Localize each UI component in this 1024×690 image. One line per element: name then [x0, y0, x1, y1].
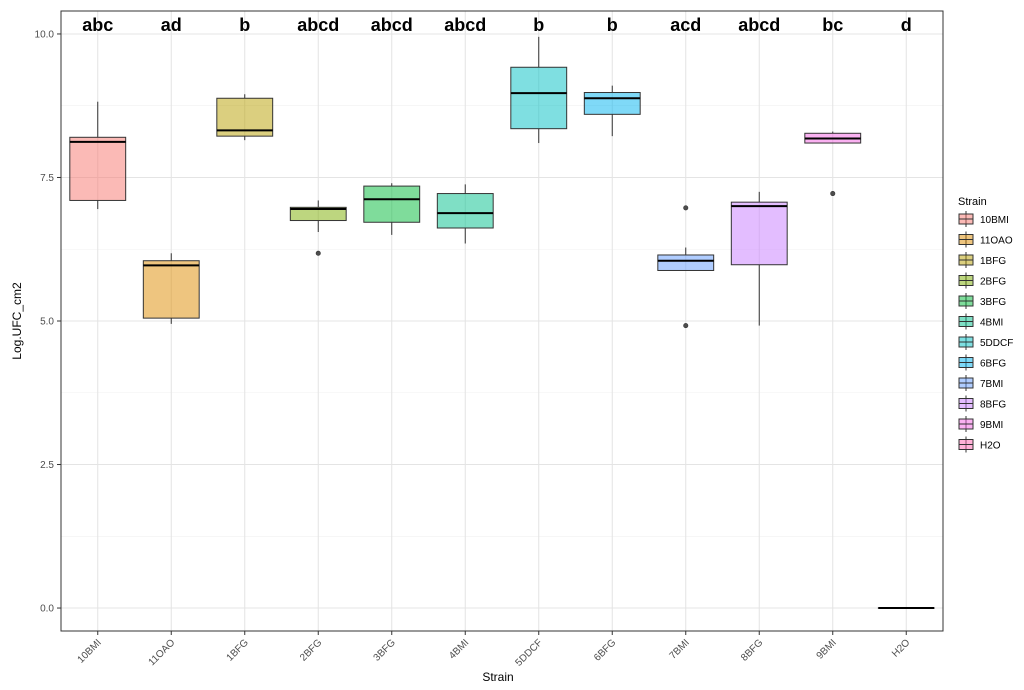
x-tick-label: 3BFG — [372, 637, 398, 663]
significance-letter: acd — [670, 15, 701, 35]
significance-letter: abcd — [371, 15, 413, 35]
legend-item-6BFG: 6BFG — [959, 355, 1006, 371]
legend-item-11OAO: 11OAO — [959, 232, 1013, 248]
significance-letter: abcd — [297, 15, 339, 35]
legend-label: 3BFG — [980, 297, 1006, 308]
significance-letter: b — [607, 15, 618, 35]
x-axis-title: Strain — [482, 670, 513, 684]
x-tick-label: 9BMI — [815, 637, 839, 661]
box-rect — [658, 255, 714, 271]
y-tick-label: 2.5 — [40, 460, 54, 471]
outlier-point — [684, 323, 688, 327]
box-rect — [143, 261, 199, 318]
legend-item-7BMI: 7BMI — [959, 375, 1003, 391]
outlier-point — [831, 191, 835, 195]
x-tick-label: 11OAO — [147, 637, 178, 668]
box-rect — [731, 202, 787, 265]
x-tick-label: 5DDCF — [514, 637, 545, 668]
box-rect — [364, 186, 420, 222]
box-rect — [70, 137, 126, 200]
y-tick-label: 7.5 — [40, 173, 54, 184]
legend-item-H2O: H2O — [959, 437, 1001, 453]
legend-label: 4BMI — [980, 318, 1003, 329]
legend-item-4BMI: 4BMI — [959, 314, 1003, 330]
legend-label: 1BFG — [980, 256, 1006, 267]
legend-item-2BFG: 2BFG — [959, 273, 1006, 289]
significance-letter: b — [533, 15, 544, 35]
significance-letter: abc — [82, 15, 113, 35]
legend-title: Strain — [958, 196, 987, 208]
significance-letter: abcd — [444, 15, 486, 35]
legend-label: 2BFG — [980, 277, 1006, 288]
legend-label: 7BMI — [980, 379, 1003, 390]
x-tick-label: 4BMI — [447, 637, 471, 661]
y-tick-label: 5.0 — [40, 317, 54, 328]
outlier-point — [684, 206, 688, 210]
x-tick-label: 8BFG — [739, 637, 765, 663]
legend-label: H2O — [980, 441, 1001, 452]
legend: Strain 10BMI 11OAO 1BFG 2BFG 3BFG 4BMI 5DDCF 6B… — [958, 196, 1013, 453]
legend-label: 6BFG — [980, 359, 1006, 370]
legend-label: 11OAO — [980, 236, 1013, 247]
x-tick-label: 2BFG — [298, 637, 324, 663]
box-rect — [584, 93, 640, 115]
outlier-point — [316, 251, 320, 255]
legend-label: 9BMI — [980, 420, 1003, 431]
x-tick-label: 10BMI — [76, 637, 104, 665]
box-1BFG — [217, 94, 273, 140]
y-tick-label: 10.0 — [35, 29, 55, 40]
legend-label: 10BMI — [980, 215, 1009, 226]
x-tick-label: 7BMI — [668, 637, 692, 661]
x-tick-label: H2O — [890, 637, 912, 659]
legend-item-5DDCF: 5DDCF — [959, 334, 1013, 350]
x-tick-label: 1BFG — [225, 637, 251, 663]
legend-item-10BMI: 10BMI — [959, 211, 1009, 227]
legend-label: 8BFG — [980, 400, 1006, 411]
significance-letter: abcd — [738, 15, 780, 35]
legend-label: 5DDCF — [980, 338, 1013, 349]
box-rect — [437, 194, 493, 228]
y-axis-title: Log.UFC_cm2 — [10, 282, 24, 360]
y-tick-label: 0.0 — [40, 604, 54, 615]
legend-item-8BFG: 8BFG — [959, 396, 1006, 412]
legend-item-9BMI: 9BMI — [959, 416, 1003, 432]
significance-letter: b — [239, 15, 250, 35]
significance-letter: ad — [161, 15, 182, 35]
significance-letter: bc — [822, 15, 843, 35]
legend-item-3BFG: 3BFG — [959, 293, 1006, 309]
box-11OAO — [143, 253, 199, 324]
x-tick-label: 6BFG — [592, 637, 618, 663]
legend-item-1BFG: 1BFG — [959, 252, 1006, 268]
box-rect — [511, 67, 567, 128]
significance-letter: d — [901, 15, 912, 35]
